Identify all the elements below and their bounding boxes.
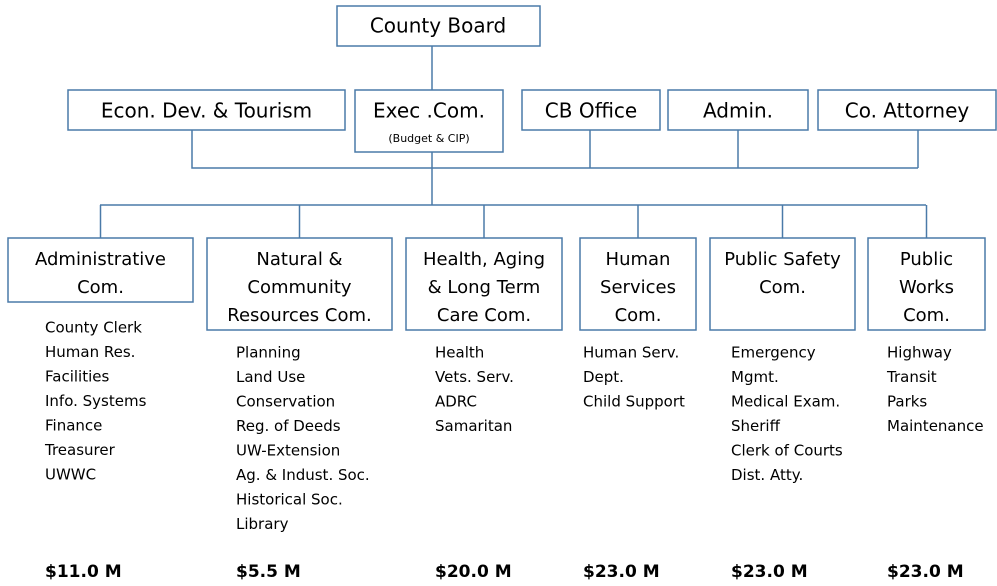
committee-item: Conservation xyxy=(236,393,335,411)
committee-budget: $20.0 M xyxy=(435,562,512,582)
office-label: CB Office xyxy=(545,99,637,123)
committee-item: UWWC xyxy=(45,466,96,484)
committee-name: Care Com. xyxy=(437,305,531,326)
committee-item: Library xyxy=(236,515,289,533)
committee-item: Land Use xyxy=(236,368,305,386)
committee-item: UW-Extension xyxy=(236,442,340,460)
committee-box xyxy=(709,237,856,331)
committee-item: Parks xyxy=(887,393,927,411)
committee-item: ADRC xyxy=(435,393,477,411)
committee-item: Samaritan xyxy=(435,417,512,435)
committee-budget: $5.5 M xyxy=(236,562,301,582)
committee-item: Clerk of Courts xyxy=(731,442,843,460)
committee-name: Human xyxy=(606,249,671,270)
committee-item: Reg. of Deeds xyxy=(236,417,341,435)
committee-name: Com. xyxy=(615,305,662,326)
committee-name: Resources Com. xyxy=(227,305,371,326)
committee-budget: $23.0 M xyxy=(583,562,660,582)
committee-item: Transit xyxy=(886,368,937,386)
committee-item: Health xyxy=(435,344,484,362)
top-label: County Board xyxy=(370,14,506,38)
committee-item: Emergency xyxy=(731,344,816,362)
committee-item: Vets. Serv. xyxy=(435,368,514,386)
committee-item: Medical Exam. xyxy=(731,393,840,411)
committee-name: Health, Aging xyxy=(423,249,545,270)
committee-item: Planning xyxy=(236,344,301,362)
connector xyxy=(191,130,918,169)
committee-item: Dist. Atty. xyxy=(731,466,803,484)
office-box xyxy=(354,89,504,153)
committee-name: Works xyxy=(899,277,954,298)
committee-name: Services xyxy=(600,277,676,298)
office-label: Exec .Com. xyxy=(373,99,485,123)
committee-budget: $23.0 M xyxy=(731,562,808,582)
office-box xyxy=(521,89,661,131)
committee-item: Maintenance xyxy=(887,417,984,435)
committee-budget: $23.0 M xyxy=(887,562,964,582)
committee-name: Administrative xyxy=(35,249,166,270)
committee-item: Mgmt. xyxy=(731,368,779,386)
committee-box xyxy=(405,237,563,331)
office-box xyxy=(67,89,346,131)
committee-name: Public xyxy=(900,249,953,270)
committee-box xyxy=(579,237,697,331)
committee-name: Community xyxy=(247,277,352,298)
office-label: Admin. xyxy=(703,99,773,123)
top-box xyxy=(336,5,541,47)
committee-item: County Clerk xyxy=(45,319,142,337)
office-label: Econ. Dev. & Tourism xyxy=(101,99,312,123)
committee-name: Com. xyxy=(77,277,124,298)
committee-item: Sheriff xyxy=(731,417,781,435)
committee-item: Treasurer xyxy=(44,441,116,459)
committee-item: Child Support xyxy=(583,393,685,411)
committee-item: Finance xyxy=(45,417,102,435)
committee-box xyxy=(867,237,986,331)
committee-budget: $11.0 M xyxy=(45,562,122,582)
office-box xyxy=(667,89,809,131)
committee-name: Com. xyxy=(903,305,950,326)
office-label: Co. Attorney xyxy=(845,99,970,123)
office-sublabel: (Budget & CIP) xyxy=(388,132,469,145)
committee-name: & Long Term xyxy=(428,277,541,298)
committee-box xyxy=(206,237,393,331)
committee-item: Human Serv. xyxy=(583,344,679,362)
committee-item: Historical Soc. xyxy=(236,491,343,509)
committee-item: Ag. & Indust. Soc. xyxy=(236,466,370,484)
committee-name: Natural & xyxy=(256,249,342,270)
committee-item: Human Res. xyxy=(45,343,135,361)
connectors xyxy=(100,46,926,206)
committee-item: Info. Systems xyxy=(45,392,147,410)
committee-item: Facilities xyxy=(45,368,109,386)
committee-name: Public Safety xyxy=(724,249,841,270)
office-box xyxy=(817,89,997,131)
committee-item: Highway xyxy=(887,344,952,362)
committee-box xyxy=(7,237,194,303)
committee-item: Dept. xyxy=(583,368,624,386)
committee-name: Com. xyxy=(759,277,806,298)
